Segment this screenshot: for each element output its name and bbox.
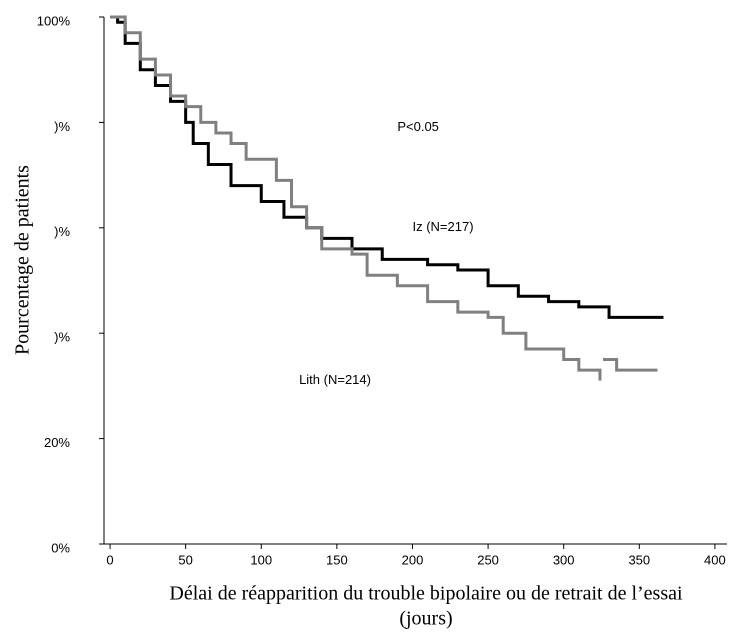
- annotation: Iz (N=217): [412, 219, 473, 234]
- survival-curve: [110, 17, 713, 338]
- x-tick-label: 150: [326, 552, 348, 567]
- annotation: P<0.05: [397, 119, 439, 134]
- x-tick-label: 100: [250, 552, 272, 567]
- x-tick-label: 250: [477, 552, 499, 567]
- x-axis-title: Délai de réapparition du trouble bipolai…: [169, 583, 683, 605]
- annotation: Lith (N=214): [299, 372, 371, 387]
- y-tick-label: )%: [54, 330, 70, 345]
- survival-curve: [110, 15, 658, 381]
- x-tick-label: 0: [106, 552, 113, 567]
- y-tick-label: 100%: [37, 13, 71, 28]
- x-tick-label: 400: [704, 552, 726, 567]
- x-axis-title: (jours): [399, 608, 452, 630]
- y-tick-label: 0%: [51, 540, 70, 555]
- x-tick-label: 350: [628, 552, 650, 567]
- y-tick-label: )%: [54, 119, 70, 134]
- x-tick-label: 50: [178, 552, 192, 567]
- y-axis-title: Pourcentage de patients: [12, 165, 34, 355]
- y-tick-label: )%: [54, 224, 70, 239]
- x-tick-label: 300: [553, 552, 575, 567]
- y-tick-label: 20%: [44, 435, 70, 450]
- x-tick-label: 200: [402, 552, 424, 567]
